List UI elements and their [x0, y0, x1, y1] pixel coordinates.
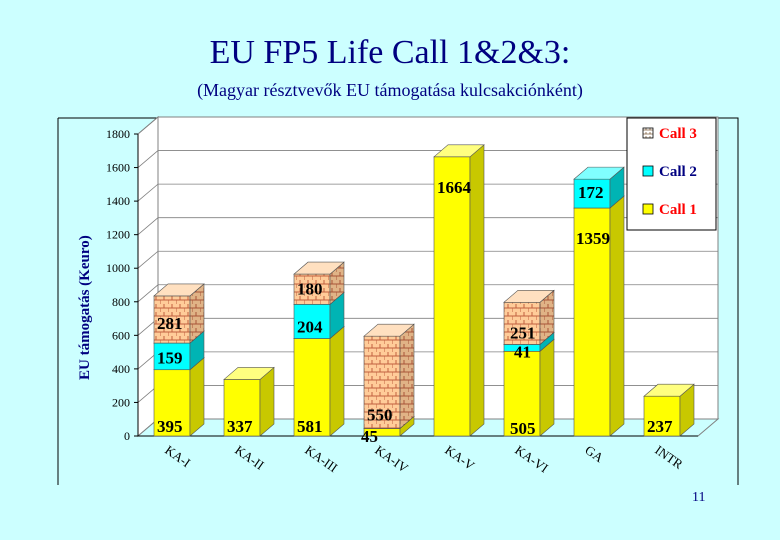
- bar-side: [539, 338, 555, 437]
- data-label: 237: [647, 417, 673, 436]
- gridline: [137, 116, 718, 135]
- y-tick-label: 1800: [106, 127, 130, 141]
- bar-side-shade: [190, 283, 204, 344]
- bar-front: [293, 273, 331, 305]
- x-tick-label: KA-IV: [372, 442, 411, 476]
- bar-side: [469, 144, 485, 437]
- data-label: 172: [578, 183, 604, 202]
- data-label: 159: [157, 349, 183, 368]
- gridline: [137, 217, 718, 235]
- bar-top: [573, 166, 625, 180]
- legend-box: [626, 117, 717, 231]
- x-tick-label: GA: [582, 442, 606, 465]
- y-tick-label: 1600: [106, 161, 130, 175]
- bar-front: [223, 379, 261, 437]
- legend-label: Call 3: [659, 126, 697, 142]
- data-label: 180: [297, 279, 323, 298]
- y-tick-label: 0: [124, 429, 130, 443]
- page-subtitle: (Magyar résztvevők EU támogatása kulcsak…: [197, 80, 583, 100]
- y-tick-label: 1400: [106, 194, 130, 208]
- gridline: [137, 183, 718, 202]
- x-tick-label: KA-V: [442, 442, 478, 473]
- bar-KA-III-call1: [293, 325, 345, 437]
- y-axis-label: EU támogatás (Keuro): [77, 235, 93, 380]
- x-tick-label: KA-II: [232, 442, 267, 473]
- bar-top: [223, 367, 275, 380]
- y-tick-label: 1000: [106, 261, 130, 275]
- data-label: 337: [227, 417, 253, 436]
- data-label: 281: [157, 314, 183, 333]
- page-title: EU FP5 Life Call 1&2&3:: [209, 34, 571, 71]
- bar-KA-V-call1: [433, 144, 485, 437]
- bar-GA-call2: [573, 166, 625, 209]
- bar-side-shade: [540, 290, 554, 345]
- bar-top: [153, 283, 205, 297]
- bar-top: [363, 323, 415, 337]
- bar-top: [293, 261, 345, 275]
- bar-front: [503, 350, 541, 437]
- bar-front: [433, 156, 471, 437]
- bar-side: [329, 325, 345, 437]
- x-tick-label: KA-III: [302, 442, 340, 475]
- bars: [153, 144, 695, 437]
- y-tick-label: 400: [112, 362, 130, 376]
- y-tick-label: 200: [112, 395, 130, 409]
- gridline: [137, 284, 718, 303]
- data-label: 251: [510, 323, 536, 342]
- bar-top: [643, 383, 695, 397]
- legend-swatch: [642, 165, 654, 177]
- data-label: 505: [510, 419, 536, 438]
- bar-front: [363, 335, 401, 429]
- gridline: [137, 250, 718, 269]
- legend-label: Call 2: [659, 164, 697, 180]
- bar-side-shade: [400, 324, 414, 429]
- y-tick-label: 600: [112, 328, 130, 342]
- bar-top: [433, 144, 485, 158]
- bar-front: [153, 295, 191, 344]
- bar-side-shade: [330, 262, 344, 305]
- bar-KA-VI-call1: [503, 338, 555, 437]
- page-number: 11: [692, 490, 706, 505]
- data-label: 581: [297, 417, 323, 436]
- data-label: 395: [157, 417, 183, 436]
- x-tick-label: KA-I: [162, 442, 193, 470]
- y-tick-label: 800: [112, 295, 130, 309]
- bar-KA-III-call3: [293, 261, 345, 305]
- bar-top: [503, 289, 555, 303]
- bar-KA-I-call3: [153, 283, 205, 344]
- bar-KA-VI-call3: [503, 289, 555, 346]
- bar-KA-IV-call3: [363, 323, 415, 430]
- data-label: 550: [367, 405, 393, 424]
- bar-KA-II-call1: [223, 366, 275, 437]
- bar-side: [609, 195, 625, 437]
- y-tick-label: 1200: [106, 228, 130, 242]
- bar-front: [573, 207, 611, 437]
- legend-label: Call 1: [659, 202, 697, 218]
- legend-swatch: [642, 203, 654, 215]
- x-tick-label: INTR: [652, 442, 686, 472]
- x-axis-labels: KA-I KA-II KA-III KA-IV KA-V KA-VI GA INTR: [162, 442, 686, 476]
- data-label: 1359: [576, 229, 610, 248]
- bar-INTR-call1: [643, 383, 695, 437]
- legend-swatch: [642, 127, 654, 139]
- legend: Call 3 Call 2 Call 1: [626, 117, 717, 231]
- gridline: [137, 150, 718, 168]
- data-label: 45: [361, 427, 378, 446]
- x-tick-label: KA-VI: [512, 442, 551, 475]
- data-label: 41: [514, 342, 531, 361]
- y-axis: 0 200 400 600 800 1000 1200 1400 1600 1800: [106, 127, 698, 443]
- bar-front: [153, 369, 191, 437]
- data-label: 1664: [437, 178, 472, 197]
- bar-GA-call1: [573, 195, 625, 437]
- data-label: 204: [297, 318, 323, 337]
- bar-side: [189, 357, 205, 437]
